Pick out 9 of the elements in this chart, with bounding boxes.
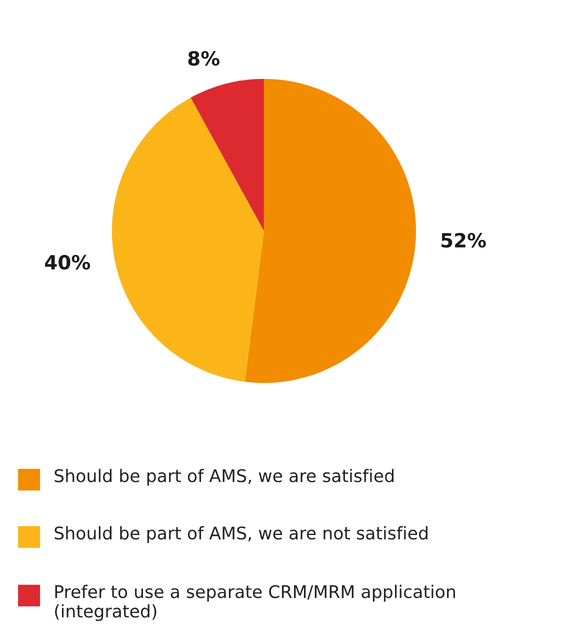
data-label: 52% bbox=[441, 232, 486, 248]
pie-slice bbox=[112, 98, 264, 382]
pie-slice bbox=[190, 78, 264, 231]
legend-label: Prefer to use a separate CRM/MRM application (integrated) bbox=[55, 584, 455, 622]
legend-label: Should be part of AMS, we are not satisfied bbox=[54, 526, 428, 543]
data-label: 8% bbox=[188, 51, 220, 66]
legend-label: Should be part of AMS, we are satisfied bbox=[54, 468, 394, 486]
pie-slice bbox=[244, 78, 416, 383]
data-label: 40% bbox=[45, 254, 90, 270]
